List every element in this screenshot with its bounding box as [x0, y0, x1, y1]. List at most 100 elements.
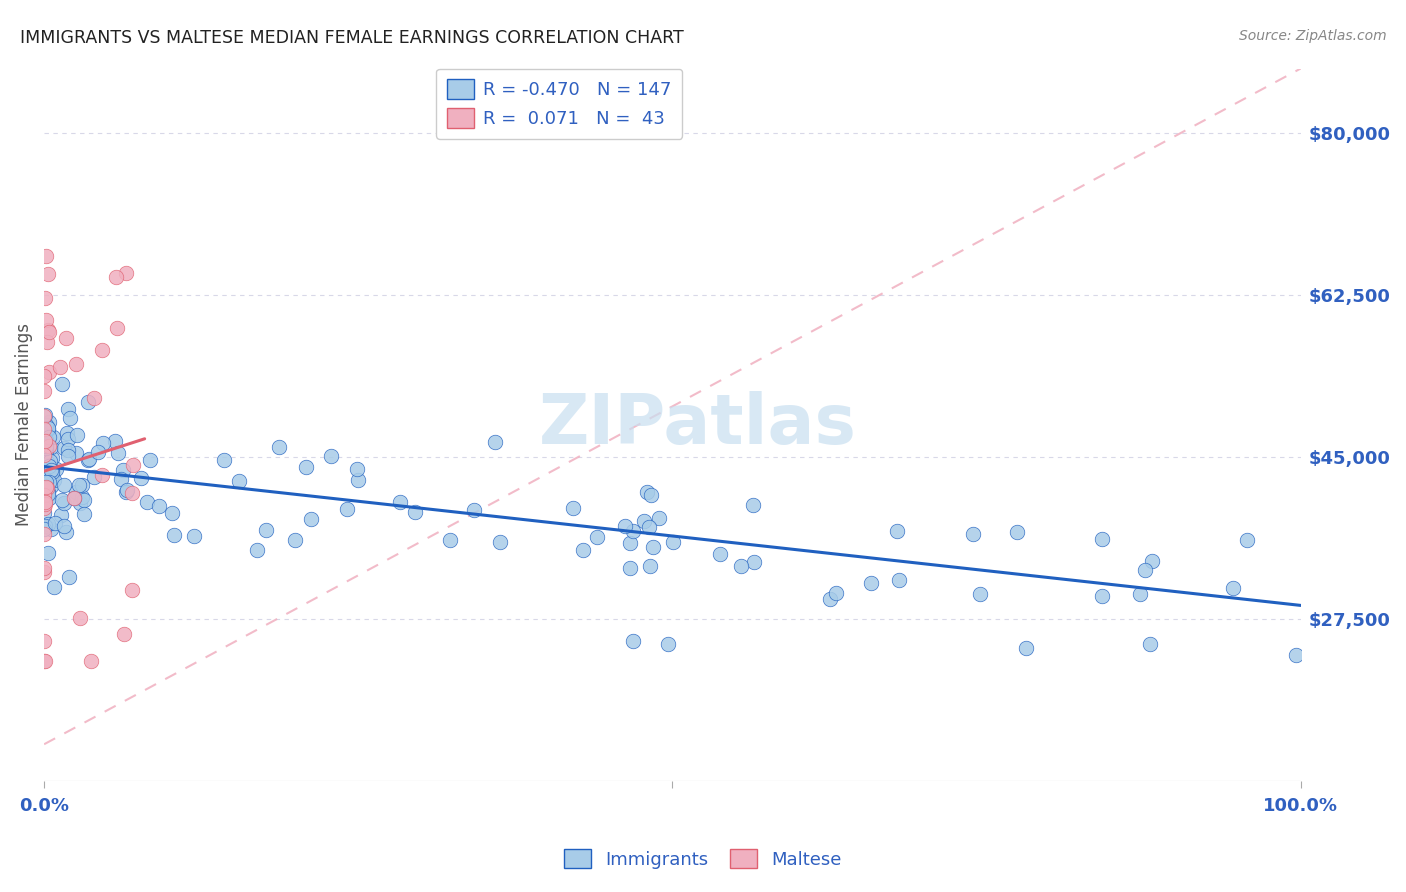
Point	[91, 343, 114, 357]
Point	[53, 496, 76, 510]
Point	[136, 495, 159, 509]
Point	[1139, 637, 1161, 651]
Point	[34, 435, 56, 450]
Point	[212, 453, 235, 467]
Point	[1091, 532, 1114, 546]
Point	[37, 268, 59, 282]
Point	[641, 540, 664, 554]
Point	[32, 654, 55, 668]
Point	[148, 499, 170, 513]
Point	[77, 452, 100, 467]
Point	[34, 408, 56, 422]
Point	[633, 514, 655, 528]
Point	[662, 534, 685, 549]
Point	[572, 543, 595, 558]
Point	[34, 420, 56, 434]
Point	[42, 430, 65, 444]
Point	[32, 409, 55, 424]
Point	[621, 524, 644, 539]
Point	[107, 445, 129, 459]
Point	[38, 366, 60, 380]
Point	[404, 505, 426, 519]
Point	[585, 530, 607, 544]
Point	[32, 471, 55, 485]
Point	[463, 503, 485, 517]
Point	[346, 462, 368, 476]
Point	[115, 266, 138, 280]
Point	[38, 415, 60, 429]
Point	[65, 485, 87, 500]
Point	[336, 502, 359, 516]
Point	[619, 561, 641, 575]
Point	[389, 495, 412, 509]
Point	[38, 326, 60, 340]
Point	[91, 467, 114, 482]
Point	[55, 331, 77, 345]
Text: Source: ZipAtlas.com: Source: ZipAtlas.com	[1239, 29, 1386, 44]
Point	[35, 481, 58, 495]
Point	[65, 357, 87, 371]
Point	[51, 376, 73, 391]
Point	[38, 467, 60, 481]
Point	[34, 460, 56, 475]
Point	[38, 475, 60, 489]
Point	[1222, 581, 1244, 595]
Point	[887, 574, 910, 588]
Y-axis label: Median Female Earnings: Median Female Earnings	[15, 324, 32, 526]
Point	[1285, 648, 1308, 662]
Point	[32, 422, 55, 436]
Point	[267, 440, 290, 454]
Point	[69, 611, 91, 625]
Point	[56, 449, 79, 463]
Point	[62, 491, 84, 505]
Point	[35, 249, 58, 263]
Point	[32, 496, 55, 510]
Point	[45, 461, 67, 475]
Point	[35, 417, 58, 432]
Point	[37, 421, 59, 435]
Point	[489, 534, 512, 549]
Point	[56, 432, 79, 446]
Point	[32, 501, 55, 516]
Point	[34, 518, 56, 533]
Point	[104, 434, 127, 449]
Point	[638, 520, 661, 534]
Point	[39, 522, 62, 536]
Point	[52, 518, 75, 533]
Point	[34, 444, 56, 458]
Point	[53, 478, 76, 492]
Point	[41, 479, 63, 493]
Point	[640, 488, 662, 502]
Point	[38, 491, 60, 505]
Point	[87, 444, 110, 458]
Point	[112, 627, 135, 641]
Point	[38, 439, 60, 453]
Point	[346, 473, 368, 487]
Point	[34, 527, 56, 541]
Legend: Immigrants, Maltese: Immigrants, Maltese	[557, 841, 849, 876]
Point	[63, 491, 86, 505]
Point	[1140, 554, 1163, 568]
Point	[32, 522, 55, 536]
Point	[41, 466, 63, 480]
Point	[32, 633, 55, 648]
Point	[37, 546, 59, 560]
Point	[35, 480, 58, 494]
Point	[111, 463, 134, 477]
Point	[35, 491, 58, 505]
Point	[121, 583, 143, 598]
Point	[76, 453, 98, 467]
Point	[860, 576, 883, 591]
Point	[824, 585, 846, 599]
Point	[56, 426, 79, 441]
Point	[32, 565, 55, 579]
Point	[52, 441, 75, 455]
Point	[657, 637, 679, 651]
Point	[637, 485, 659, 500]
Text: ZIPatlas: ZIPatlas	[538, 392, 856, 458]
Point	[65, 446, 87, 460]
Point	[114, 485, 136, 500]
Point	[80, 654, 103, 668]
Point	[969, 587, 991, 601]
Point	[648, 511, 671, 525]
